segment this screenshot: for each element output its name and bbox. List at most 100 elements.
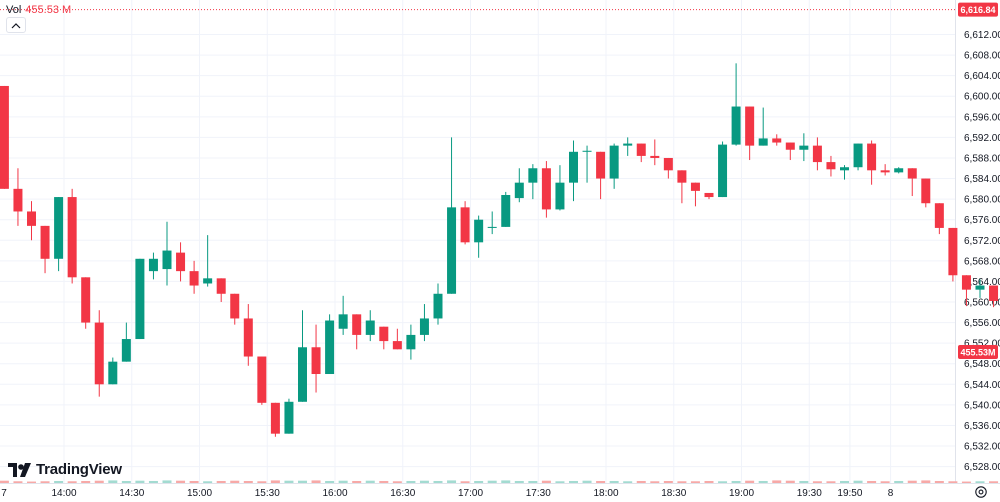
volume-bar	[135, 480, 145, 483]
volume-bar	[121, 480, 131, 483]
volume-bar	[528, 480, 538, 483]
volume-bar	[690, 481, 700, 483]
x-tick-label: 14:00	[52, 488, 77, 499]
y-tick-label: 6,600.00	[964, 92, 1000, 103]
volume-bar	[758, 480, 768, 483]
candle-body	[379, 326, 389, 342]
volume-bar	[433, 480, 443, 483]
volume-legend: Vol 455.53 M	[6, 4, 71, 16]
candle-body	[338, 314, 348, 329]
candle-body	[94, 322, 104, 385]
candle-body	[176, 252, 186, 272]
candle-body	[867, 143, 877, 171]
volume-bar	[298, 480, 307, 483]
volume-bar	[555, 481, 565, 483]
tradingview-logo-text: TradingView	[36, 461, 122, 478]
last-price-tag	[958, 2, 998, 17]
volume-bar	[257, 481, 267, 483]
candle-body	[325, 320, 335, 375]
volume-bar	[325, 480, 335, 483]
x-tick-label: 7	[1, 488, 7, 499]
y-tick-label: 6,528.00	[964, 462, 1000, 473]
x-tick-label: 17:00	[458, 488, 483, 499]
volume-bar	[609, 480, 619, 483]
y-tick-label: 6,532.00	[964, 442, 1000, 453]
y-tick-label: 6,580.00	[964, 195, 1000, 206]
volume-bar	[189, 480, 199, 483]
y-tick-label: 6,544.00	[964, 380, 1000, 391]
volume-bar	[501, 480, 511, 483]
volume-bar	[934, 480, 944, 483]
y-tick-label: 6,560.00	[964, 297, 1000, 308]
y-tick-label: 6,548.00	[964, 359, 1000, 370]
x-tick-label: 15:30	[255, 488, 280, 499]
candle-body	[569, 151, 578, 183]
volume-bar	[948, 481, 958, 483]
candle-body	[121, 339, 131, 362]
y-tick-label: 6,612.00	[964, 30, 1000, 41]
y-tick-label: 6,568.00	[964, 256, 1000, 267]
candle-body	[81, 277, 91, 323]
candle-body	[840, 167, 849, 171]
volume-bar	[894, 480, 904, 483]
candle-body	[989, 285, 999, 301]
volume-bar	[961, 481, 971, 483]
candle-body	[582, 150, 592, 152]
volume-bar	[785, 480, 795, 483]
volume-bar	[596, 480, 606, 483]
candle-body	[243, 318, 253, 357]
candle-body	[13, 188, 23, 212]
volume-bar	[677, 481, 687, 483]
x-tick-label: 15:00	[187, 488, 212, 499]
volume-bar	[650, 481, 660, 483]
candle-body	[799, 145, 809, 150]
volume-bar	[460, 481, 470, 483]
collapse-legend-button[interactable]	[6, 17, 26, 33]
y-tick-label: 6,540.00	[964, 400, 1000, 411]
volume-bar	[745, 480, 755, 483]
volume-bar	[352, 480, 362, 483]
candle-body	[270, 402, 280, 434]
candle-body	[785, 142, 795, 150]
candle-body	[663, 157, 673, 171]
candle-body	[419, 318, 429, 335]
candle-body	[257, 356, 267, 403]
volume-tag	[958, 345, 998, 359]
x-tick-label: 19:50	[837, 488, 862, 499]
candle-body	[135, 258, 145, 340]
settings-icon[interactable]	[974, 485, 988, 499]
volume-bar	[40, 481, 50, 483]
last-price-tag-text: 6,616.84	[960, 5, 995, 15]
volume-bar	[989, 481, 999, 483]
y-tick-label: 6,564.00	[964, 277, 1000, 288]
candle-body	[826, 162, 836, 170]
candle-body	[216, 278, 226, 294]
candle-body	[636, 143, 646, 156]
volume-bar	[636, 480, 646, 483]
volume-bar	[243, 480, 253, 483]
volume-bar	[270, 480, 280, 483]
volume-bar	[867, 480, 877, 483]
volume-bar	[514, 480, 524, 483]
volume-tag-text: 455.53M	[960, 348, 995, 358]
volume-bar	[176, 480, 186, 483]
volume-bar	[148, 480, 158, 483]
candle-body	[609, 145, 619, 179]
y-tick-label: 6,536.00	[964, 421, 1000, 432]
x-tick-label: 14:30	[119, 488, 144, 499]
volume-bar	[27, 481, 36, 483]
volume-bar	[108, 480, 118, 483]
candle-body	[433, 293, 443, 319]
volume-bar	[731, 480, 741, 483]
candle-body	[650, 155, 660, 158]
volume-bar	[663, 480, 673, 483]
x-tick-label: 19:30	[797, 488, 822, 499]
candle-body	[690, 182, 700, 191]
candle-body	[514, 182, 524, 199]
x-tick-label: 16:00	[323, 488, 348, 499]
volume-bar	[772, 480, 782, 483]
volume-bar	[447, 480, 457, 483]
candle-body	[352, 314, 362, 335]
y-tick-label: 6,576.00	[964, 215, 1000, 226]
